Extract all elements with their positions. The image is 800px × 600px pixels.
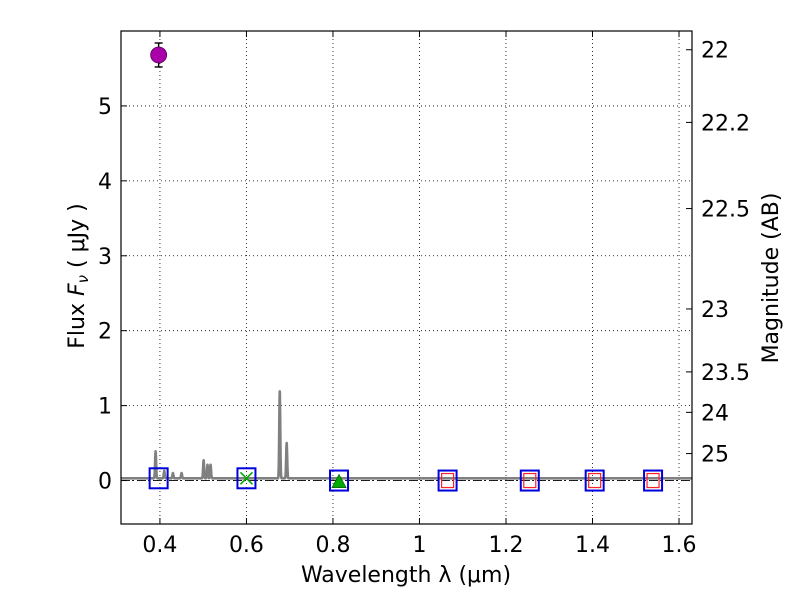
model-band-square [643, 469, 664, 492]
model-band-square [584, 469, 605, 492]
y-axis-label-unit: ( μJy ) [65, 203, 90, 275]
spectrum-line [120, 390, 693, 480]
x-tick-label: 1 [412, 533, 426, 558]
y-tick-label: 1 [98, 395, 112, 420]
green-x-marker [239, 471, 254, 485]
y2-tick-label: 25 [701, 443, 729, 468]
model-band-square [329, 469, 350, 492]
x-tick-label: 0.8 [315, 533, 350, 558]
y-axis-label: Flux Fν ( μJy ) [65, 203, 92, 348]
series [120, 42, 693, 492]
y2-axis-label: Magnitude (AB) [759, 193, 784, 364]
x-tick-label: 0.4 [142, 533, 177, 558]
x-tick-label: 0.6 [229, 533, 264, 558]
measured-point [150, 46, 168, 64]
x-tick-label: 1.4 [575, 533, 610, 558]
y-axis-label-subscript: ν [74, 275, 92, 283]
y-axis-label-symbol: F [65, 283, 90, 296]
red-square-marker [523, 472, 537, 489]
ticks: 0.4 0.6 0.8 1 1.2 1.4 1.60123452222.222.52323.… [98, 31, 750, 558]
model-band-square [236, 467, 257, 490]
y-tick-label: 5 [98, 95, 112, 120]
y-axis-label-prefix: Flux [65, 296, 90, 349]
model-band-square [519, 469, 540, 492]
x-tick-label: 1.6 [662, 533, 697, 558]
model-band-square [437, 469, 458, 492]
grid-lines [121, 31, 692, 524]
y2-tick-label: 23.5 [701, 361, 750, 386]
plot-frame [120, 30, 693, 525]
y2-tick-label: 23 [701, 298, 729, 323]
y2-tick-label: 22.2 [701, 111, 750, 136]
red-square-marker [588, 472, 602, 489]
y2-tick-label: 22.5 [701, 198, 750, 223]
red-square-marker [440, 472, 455, 489]
green-triangle-marker [331, 473, 347, 488]
x-tick-label: 1.2 [488, 533, 523, 558]
model-band-square [148, 467, 169, 490]
red-square-marker [646, 472, 660, 489]
y-tick-label: 0 [98, 470, 112, 495]
y-tick-label: 2 [98, 320, 112, 345]
y-tick-label: 4 [98, 170, 112, 195]
y2-tick-label: 24 [701, 401, 729, 426]
y2-tick-label: 22 [701, 39, 729, 64]
x-axis-label: Wavelength λ (μm) [301, 563, 511, 588]
y-tick-label: 3 [98, 245, 112, 270]
